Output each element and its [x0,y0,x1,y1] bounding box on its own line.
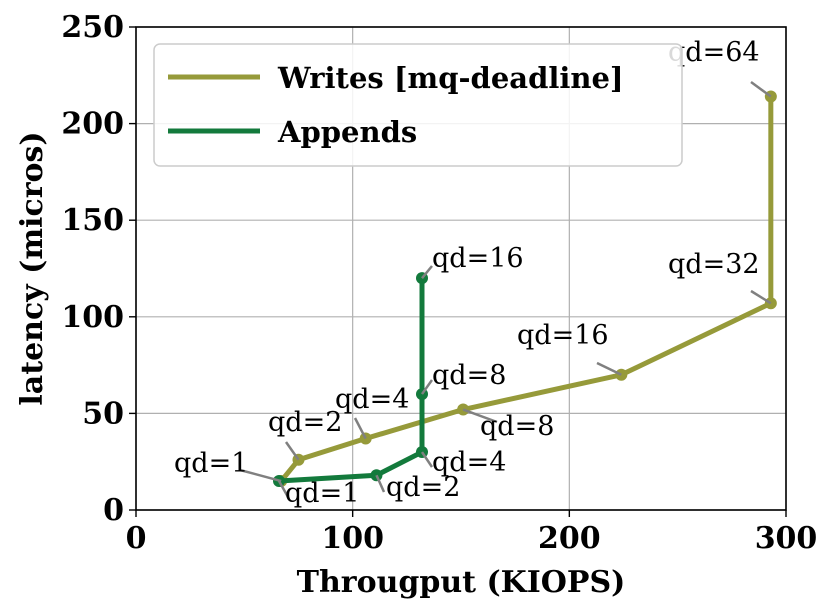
y-tick-label: 0 [103,493,124,528]
annotation-label: qd=2 [386,472,460,503]
annotation-leader [375,474,386,493]
legend-label-appends: Appends [277,115,417,149]
legend-box [153,43,683,167]
series-line-appends [276,275,425,484]
y-tick-label: 150 [61,203,124,238]
annotation-leader [596,361,622,376]
annotation-leader [750,289,772,305]
annotation-leader [420,379,434,395]
annotation-label: qd=16 [517,320,609,351]
annotation-leader [239,468,282,483]
annotation-label: qd=16 [432,243,524,274]
y-axis-label: latency (micros) [15,131,50,405]
y-tick-label: 250 [61,10,124,45]
annotation-leader [420,451,434,468]
annotation-label: qd=1 [285,478,359,509]
x-tick-label: 0 [126,521,147,556]
annotation-label: qd=8 [480,411,554,442]
annotation-label: qd=2 [268,407,342,438]
annotation-label: qd=64 [668,37,760,68]
legend: Writes [mq-deadline] Appends [153,43,683,167]
plot-frame [135,26,787,511]
y-tick-label: 100 [61,300,124,335]
annotation-label: qd=4 [335,384,409,415]
x-axis-label: Througput (KIOPS) [297,565,626,600]
annotation-leader [462,408,498,424]
annotation-label: qd=1 [174,448,248,479]
annotation-leader [277,480,290,498]
annotation-label: qd=8 [432,360,506,391]
annotation-label: qd=32 [668,249,760,280]
annotation-label: qd=4 [432,447,506,478]
y-tick-label: 50 [82,396,124,431]
annotation-leader [284,441,300,461]
y-tick-label: 200 [61,107,124,142]
annotation-leader [353,417,367,440]
x-tick-label: 200 [538,521,601,556]
annotation-leader [421,265,433,279]
legend-label-writes: Writes [mq-deadline] [277,61,624,95]
annotation-leader [750,80,772,98]
axis-ticks: 0 100 200 300 0 50 100 150 200 250 [61,10,817,556]
x-tick-label: 100 [321,521,384,556]
x-tick-label: 300 [755,521,818,556]
